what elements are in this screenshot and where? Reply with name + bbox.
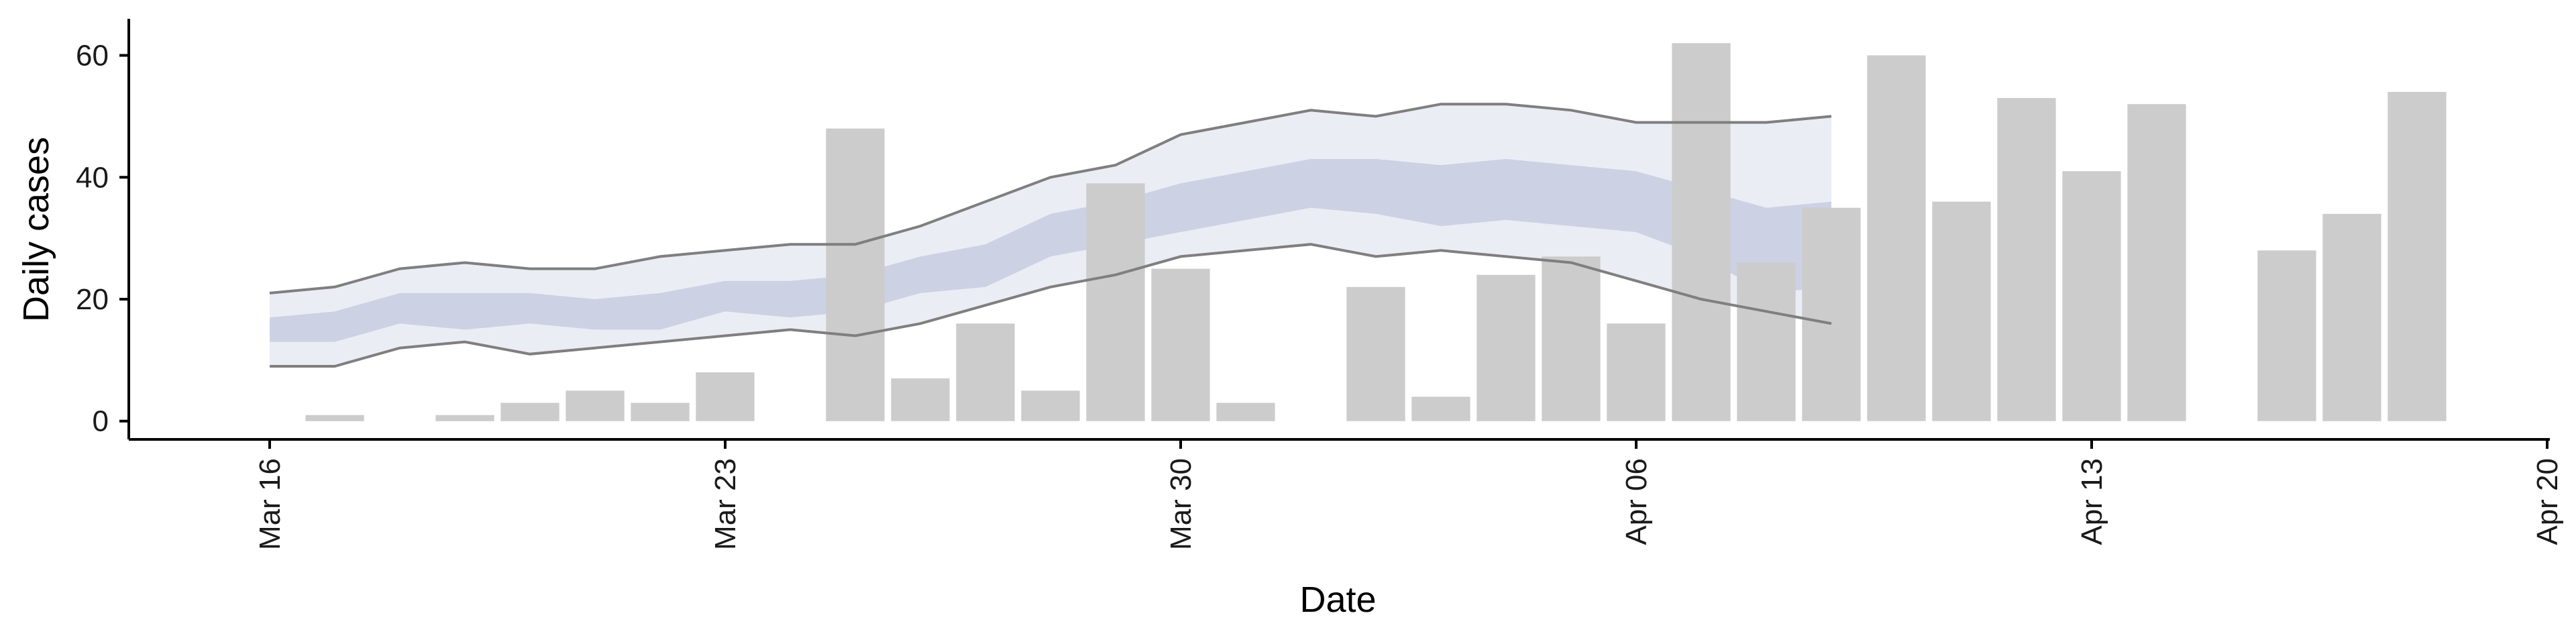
- interval-lines: [269, 103, 1832, 368]
- bar-2020-04-04: [1477, 274, 1536, 421]
- bar-2020-03-23: [696, 372, 755, 421]
- bar-2020-03-19: [435, 415, 494, 421]
- bar-2020-04-07: [1672, 43, 1731, 421]
- bar-2020-03-29: [1086, 183, 1145, 421]
- bar-2020-04-09: [1802, 207, 1861, 421]
- bar-2020-03-25: [826, 128, 885, 421]
- bar-2020-03-27: [956, 323, 1015, 421]
- x-tick-label-2020-03-23: Mar 23: [709, 458, 742, 550]
- x-axis-title: Date: [1299, 580, 1376, 620]
- bar-2020-04-03: [1411, 396, 1470, 421]
- x-tick-label-2020-04-13: Apr 13: [2076, 458, 2108, 545]
- bar-2020-03-26: [891, 378, 950, 421]
- bar-2020-03-30: [1151, 268, 1210, 421]
- bar-2020-04-10: [1867, 55, 1926, 421]
- inner-interval-band: [270, 159, 1831, 342]
- bar-2020-04-02: [1346, 286, 1405, 421]
- bar-2020-04-05: [1542, 256, 1601, 421]
- x-axis-ticks: Mar 16 Mar 23 Mar 30 Apr 06 Apr 13 Apr 20: [254, 439, 2564, 550]
- bar-series: [305, 43, 2447, 421]
- axes: 0 20 40 60 Mar 16 Mar 23 Mar 30 Apr 06 Apr 13 Ap…: [76, 19, 2564, 550]
- outer-lower-line: [270, 243, 1832, 368]
- bar-2020-04-17: [2322, 213, 2381, 421]
- bar-2020-04-18: [2387, 92, 2447, 421]
- bar-2020-03-28: [1021, 390, 1080, 421]
- outer-upper-line: [269, 103, 1832, 294]
- bar-2020-04-16: [2257, 250, 2316, 421]
- plot-area: [269, 43, 2447, 421]
- y-tick-label-20: 20: [76, 283, 109, 316]
- x-tick-label-2020-04-20: Apr 20: [2531, 458, 2564, 545]
- bar-2020-04-13: [2062, 171, 2121, 421]
- bar-2020-03-17: [305, 415, 364, 421]
- bar-2020-04-06: [1607, 323, 1666, 421]
- bar-2020-03-31: [1216, 402, 1275, 421]
- interval-bands: [270, 104, 1831, 366]
- bar-2020-03-22: [631, 402, 690, 421]
- bar-2020-03-20: [500, 402, 559, 421]
- x-tick-label-2020-03-30: Mar 30: [1165, 458, 1197, 550]
- y-tick-label-40: 40: [76, 161, 109, 194]
- x-tick-label-2020-03-16: Mar 16: [254, 458, 286, 550]
- bar-2020-04-08: [1737, 262, 1796, 421]
- y-axis-ticks: 0 20 40 60: [76, 40, 129, 438]
- bar-2020-04-11: [1932, 201, 1991, 421]
- x-tick-label-2020-04-06: Apr 06: [1620, 458, 1653, 545]
- y-tick-label-60: 60: [76, 40, 109, 72]
- bar-2020-04-12: [1997, 98, 2056, 421]
- y-tick-label-0: 0: [93, 405, 109, 438]
- y-axis-title: Daily cases: [16, 137, 56, 322]
- bar-2020-03-21: [566, 390, 625, 421]
- bar-2020-04-14: [2127, 104, 2186, 421]
